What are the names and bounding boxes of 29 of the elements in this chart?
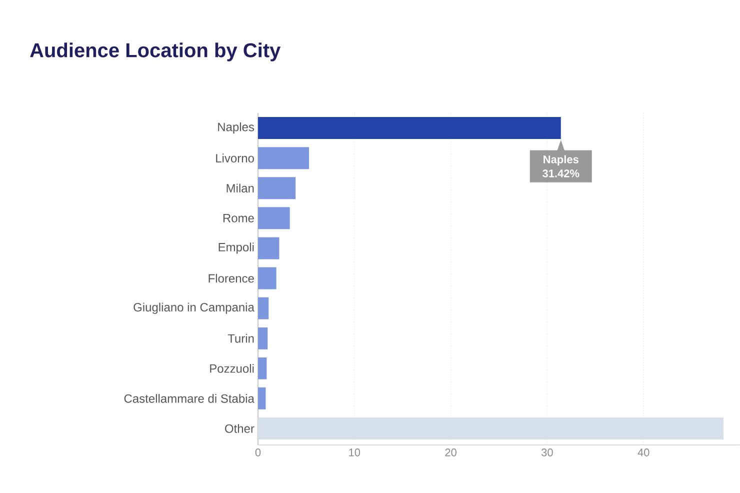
x-tick-label: 20 <box>445 448 456 456</box>
bar <box>258 237 280 260</box>
bar <box>258 117 561 140</box>
y-tick-label: Rome <box>223 214 254 222</box>
y-tick-label: Florence <box>208 274 254 283</box>
y-tick-label: Livorno <box>216 154 254 162</box>
bar <box>258 207 290 230</box>
y-tick-label: Milan <box>226 184 254 193</box>
y-tick-label: Other <box>225 424 254 433</box>
x-tick-label: 0 <box>255 448 261 456</box>
bar <box>258 177 296 200</box>
x-tick-label: 10 <box>349 448 360 456</box>
y-tick-label: Turin <box>228 334 254 343</box>
chart-title: Audience Location by City <box>30 42 281 62</box>
y-tick-label: Pozzuoli <box>210 364 254 373</box>
bar <box>258 357 267 380</box>
y-tick-label: Giugliano in Campania <box>134 302 254 314</box>
x-tick-label: 40 <box>638 448 650 456</box>
bar <box>258 387 266 410</box>
y-tick-label: Empoli <box>218 242 254 254</box>
y-tick-label: Naples <box>218 122 254 134</box>
bar <box>258 297 269 320</box>
bar <box>258 327 268 350</box>
bar <box>258 267 276 290</box>
annotation: Naples 31.42% <box>542 155 580 178</box>
bar <box>258 417 724 440</box>
bar <box>258 147 310 170</box>
y-tick-label: Castellammare di Stabia <box>124 394 254 403</box>
x-tick-label: 30 <box>542 448 553 456</box>
